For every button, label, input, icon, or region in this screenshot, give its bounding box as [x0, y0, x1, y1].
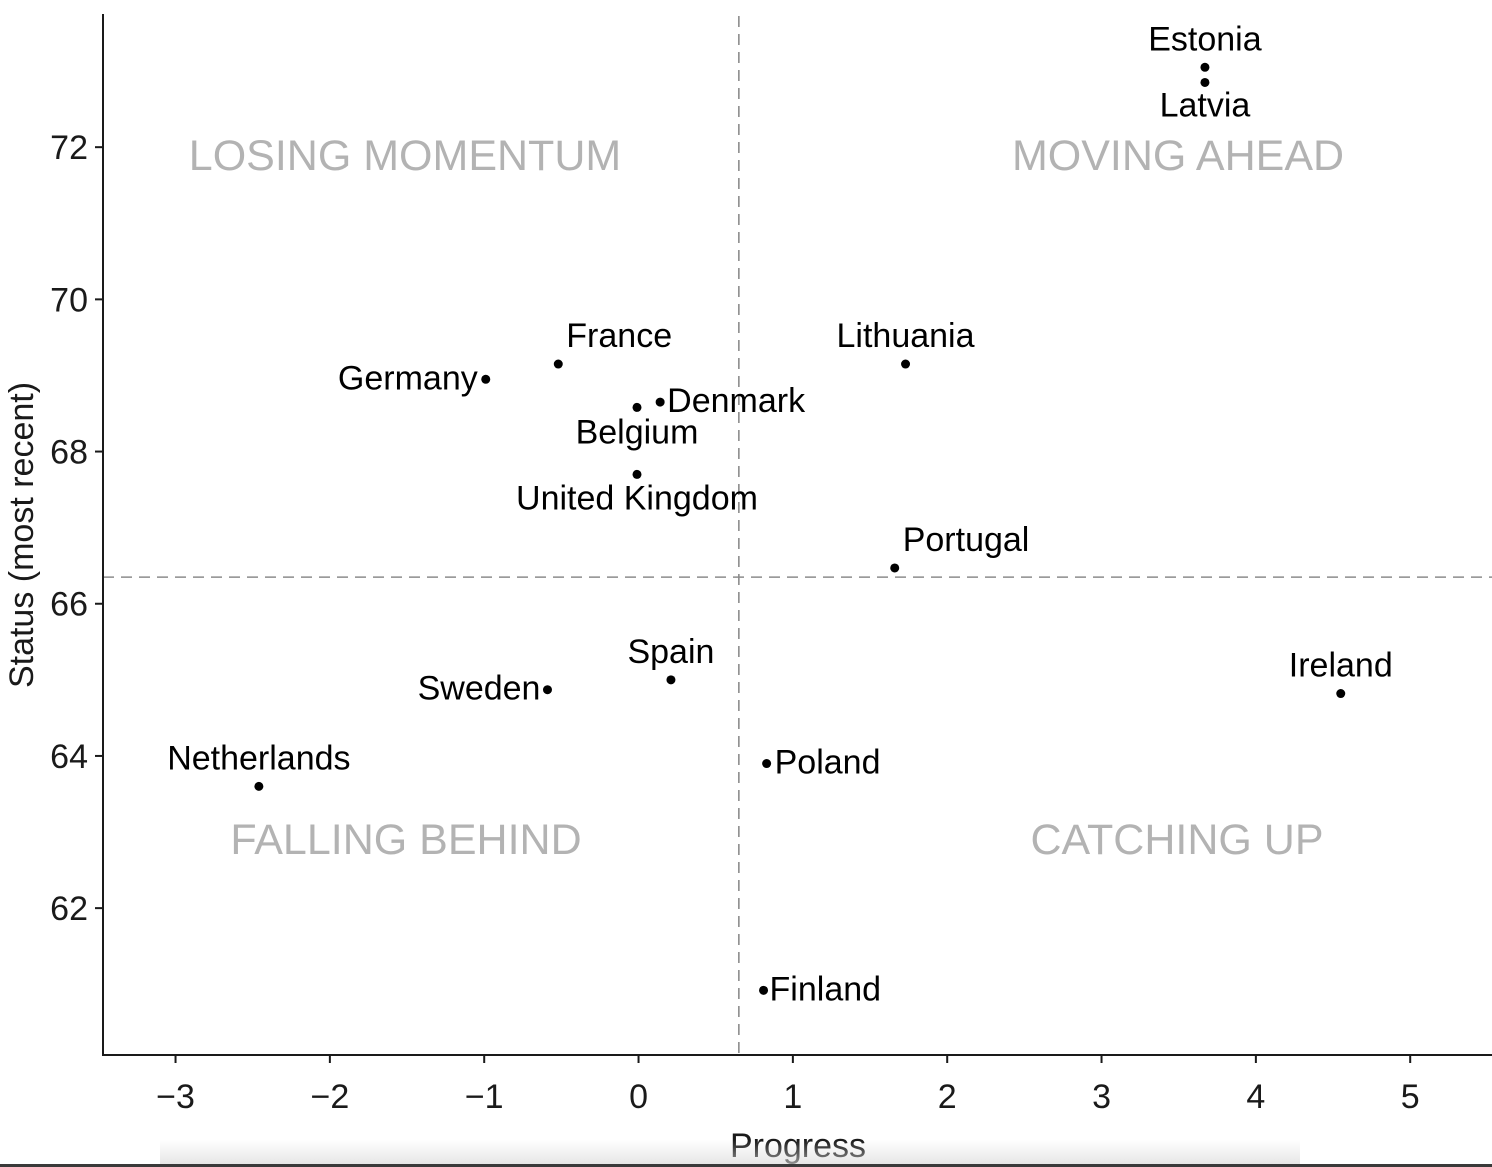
- point-label-lithuania: Lithuania: [837, 317, 975, 355]
- point-portugal: [890, 563, 900, 573]
- quadrant-label-moving-ahead: MOVING AHEAD: [1012, 132, 1344, 180]
- x-tick-label: 1: [783, 1078, 802, 1116]
- x-tick-label: 3: [1092, 1078, 1111, 1116]
- x-tick-label: 5: [1401, 1078, 1420, 1116]
- quadrant-label-losing-momentum: LOSING MOMENTUM: [189, 132, 621, 180]
- y-tick-label: 72: [50, 129, 88, 167]
- point-label-germany: Germany: [338, 359, 478, 397]
- x-tick-label: −2: [310, 1078, 349, 1116]
- point-ireland: [1336, 689, 1346, 699]
- point-estonia: [1200, 62, 1210, 72]
- x-tick-label: 2: [938, 1078, 957, 1116]
- x-axis-ticks: −3 −2 −1 0 1 2 3 4 5: [156, 1055, 1420, 1116]
- y-tick-label: 70: [50, 281, 88, 319]
- point-germany: [481, 374, 491, 384]
- point-label-netherlands: Netherlands: [167, 739, 350, 777]
- y-tick-label: 66: [50, 586, 88, 624]
- point-netherlands: [254, 781, 264, 791]
- point-spain: [666, 675, 676, 685]
- x-tick-label: −3: [156, 1078, 195, 1116]
- point-label-belgium: Belgium: [576, 413, 699, 451]
- point-label-poland: Poland: [775, 744, 881, 782]
- point-france: [553, 359, 563, 369]
- y-tick-label: 62: [50, 890, 88, 928]
- point-label-estonia: Estonia: [1148, 20, 1261, 58]
- point-label-sweden: Sweden: [418, 670, 541, 708]
- point-lithuania: [901, 359, 911, 369]
- point-label-denmark: Denmark: [667, 382, 806, 420]
- point-label-united-kingdom: United Kingdom: [516, 479, 758, 517]
- bottom-border: [0, 1164, 1492, 1167]
- point-united-kingdom: [632, 469, 642, 479]
- x-tick-label: 0: [629, 1078, 648, 1116]
- y-tick-label: 68: [50, 434, 88, 472]
- axes: [102, 14, 1492, 1056]
- point-denmark: [655, 397, 665, 407]
- point-label-latvia: Latvia: [1160, 86, 1251, 124]
- point-sweden: [542, 685, 552, 695]
- point-label-finland: Finland: [770, 970, 882, 1008]
- point-latvia: [1200, 77, 1210, 87]
- point-label-france: France: [566, 317, 672, 355]
- point-finland: [759, 985, 769, 995]
- y-tick-label: 64: [50, 738, 88, 776]
- x-tick-label: 4: [1246, 1078, 1265, 1116]
- y-axis-title: Status (most recent): [3, 382, 41, 688]
- reference-lines: [103, 16, 1492, 1055]
- point-label-portugal: Portugal: [903, 521, 1030, 559]
- data-points: Estonia Latvia France Lithuania Germany Denma…: [167, 20, 1393, 1008]
- quadrant-labels: LOSING MOMENTUM MOVING AHEAD FALLING BEH…: [189, 132, 1344, 864]
- point-belgium: [632, 402, 642, 412]
- y-axis-ticks: 62 64 66 68 70 72: [50, 129, 103, 928]
- x-tick-label: −1: [465, 1078, 504, 1116]
- quadrant-label-falling-behind: FALLING BEHIND: [230, 816, 581, 864]
- point-label-ireland: Ireland: [1289, 647, 1393, 685]
- point-poland: [762, 759, 772, 769]
- quadrant-label-catching-up: CATCHING UP: [1030, 816, 1323, 864]
- bottom-shadow: [160, 1140, 1300, 1167]
- point-label-spain: Spain: [627, 633, 714, 671]
